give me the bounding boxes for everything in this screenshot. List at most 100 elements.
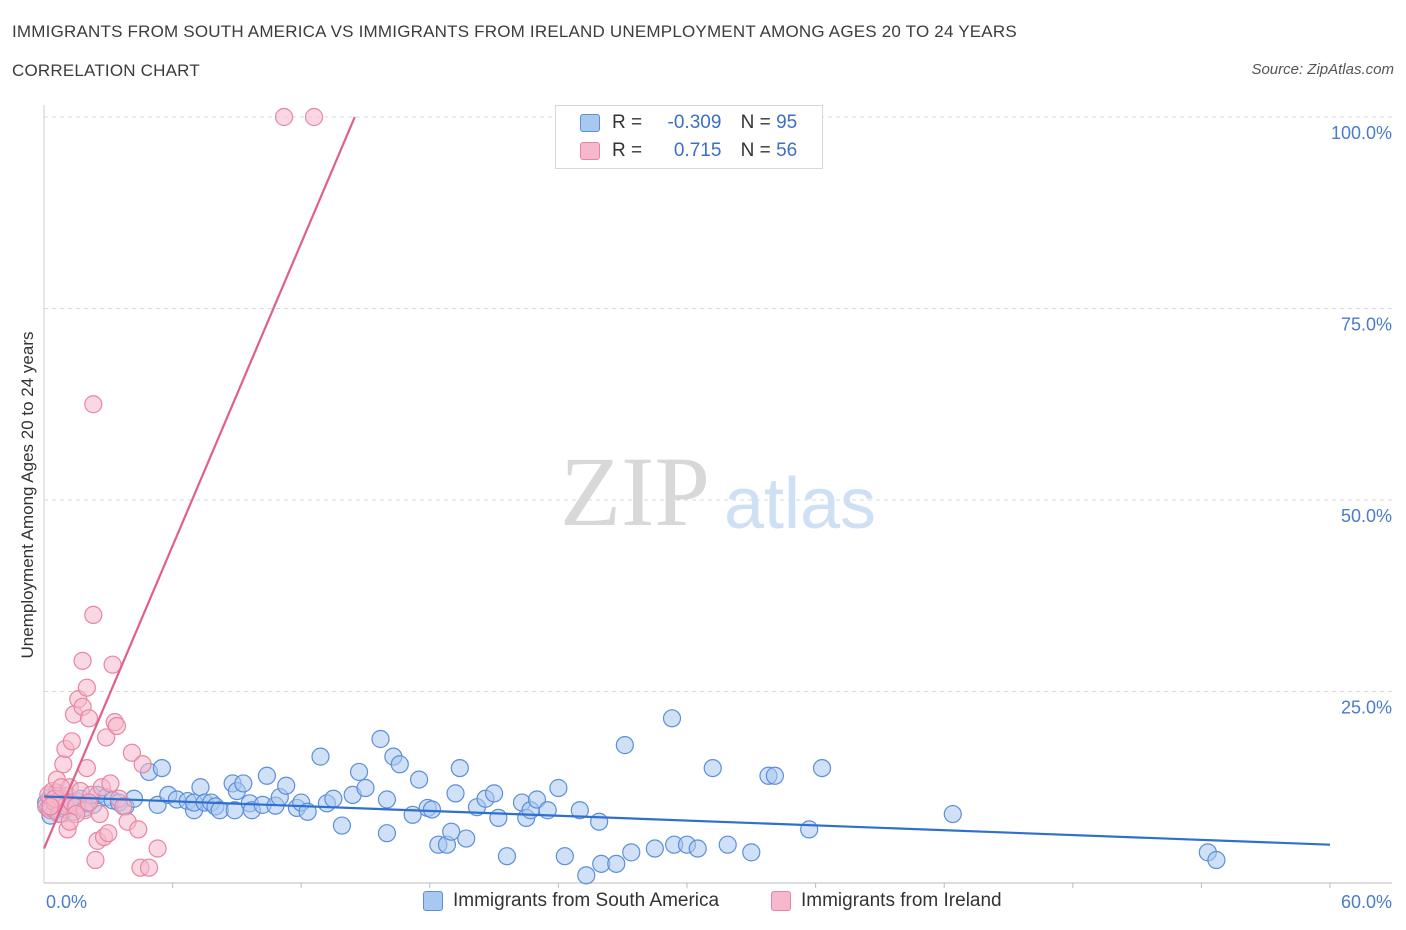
trend-lines <box>42 116 1331 849</box>
point-south-america <box>457 829 476 848</box>
point-south-america <box>152 758 171 778</box>
legend-n-label: N = <box>740 140 771 161</box>
legend-row-ireland: R = 0.715 N = 56 <box>580 140 797 166</box>
point-south-america <box>662 709 682 728</box>
point-south-america <box>800 820 819 839</box>
point-ireland <box>99 824 118 843</box>
point-south-america <box>442 822 461 841</box>
point-south-america <box>1207 850 1226 870</box>
point-south-america <box>555 847 574 866</box>
point-south-america <box>390 755 409 774</box>
x-tick-label: 60.0% <box>1341 892 1392 912</box>
point-ireland <box>73 651 92 670</box>
trendline-ireland <box>42 116 356 849</box>
point-ireland <box>62 732 81 751</box>
point-south-america <box>403 805 422 824</box>
point-south-america <box>703 758 722 778</box>
point-south-america <box>409 770 429 789</box>
gridlines <box>44 116 1392 692</box>
point-ireland <box>54 755 73 774</box>
point-south-america <box>446 784 465 803</box>
axes <box>43 105 1392 888</box>
chart-title: IMMIGRANTS FROM SOUTH AMERICA VS IMMIGRA… <box>12 22 1017 41</box>
point-south-america <box>527 790 547 809</box>
point-ireland <box>77 678 96 697</box>
chart-subtitle: CORRELATION CHART <box>12 61 200 80</box>
x-tick-label: 0.0% <box>46 892 87 912</box>
y-tick-label: 100.0% <box>1331 123 1392 143</box>
bottom-legend-label: Immigrants from South America <box>453 890 720 911</box>
point-ireland <box>90 804 109 824</box>
point-south-america <box>489 808 508 827</box>
point-south-america <box>577 866 596 885</box>
point-south-america <box>590 812 609 831</box>
point-south-america <box>422 800 442 819</box>
watermark-atlas: atlas <box>724 464 876 544</box>
point-ireland <box>101 774 120 793</box>
bottom-legend-south-america: Immigrants from South America <box>423 890 719 912</box>
point-south-america <box>943 804 962 824</box>
legend-r-label: R = <box>612 140 643 161</box>
watermark-zip: ZIP <box>560 436 710 547</box>
point-south-america <box>377 790 397 809</box>
point-ireland <box>133 755 152 774</box>
legend-row-south-america: R = -0.309 N = 95 <box>580 112 797 138</box>
legend-swatch-pink <box>580 141 600 160</box>
point-ireland <box>122 743 141 762</box>
point-south-america <box>349 762 369 782</box>
point-south-america <box>257 766 277 785</box>
point-ireland <box>97 728 116 747</box>
point-south-america <box>191 778 210 797</box>
point-south-america <box>324 789 343 808</box>
point-south-america <box>234 774 253 793</box>
legend-n-value: 95 <box>776 112 798 133</box>
point-ireland <box>129 820 148 839</box>
point-south-america <box>450 758 469 778</box>
point-south-america <box>311 747 330 766</box>
point-south-america <box>485 784 504 803</box>
legend-r-value: -0.309 <box>667 112 722 133</box>
point-south-america <box>497 847 517 866</box>
point-south-america <box>332 816 352 835</box>
legend-r-value: 0.715 <box>673 140 722 161</box>
point-south-america <box>371 729 390 749</box>
point-south-america <box>812 758 832 778</box>
point-south-america <box>615 736 634 755</box>
y-tick-label: 75.0% <box>1341 315 1392 335</box>
bottom-legend-swatch-pink <box>771 890 791 911</box>
point-ireland <box>84 605 103 625</box>
trendline-south-america <box>43 795 1331 846</box>
point-ireland <box>139 858 159 877</box>
point-south-america <box>570 801 589 820</box>
point-ireland <box>84 395 103 414</box>
point-ireland <box>107 716 126 736</box>
source-credit: Source: ZipAtlas.com <box>1251 61 1394 78</box>
point-ireland <box>60 812 79 831</box>
point-south-america <box>765 766 784 785</box>
bottom-legend-ireland: Immigrants from Ireland <box>771 890 1002 912</box>
point-south-america <box>718 835 737 854</box>
point-south-america <box>356 778 375 798</box>
point-south-america <box>742 843 761 862</box>
bottom-legend-swatch-blue <box>423 890 443 911</box>
legend-n-value: 56 <box>776 140 798 161</box>
point-ireland <box>86 850 105 870</box>
watermark: ZIP atlas <box>560 436 876 547</box>
series-south-america-points <box>37 709 1226 885</box>
point-south-america <box>277 776 296 795</box>
point-south-america <box>645 839 664 858</box>
point-south-america <box>377 824 397 843</box>
point-south-america <box>622 843 641 862</box>
point-south-america <box>688 839 707 858</box>
tick-labels: 100.0% 75.0% 50.0% 25.0% 0.0% 60.0% <box>46 123 1392 912</box>
bottom-legend-label: Immigrants from Ireland <box>801 890 1002 911</box>
stats-legend: R = -0.309 N = 95 R = 0.715 N = 56 <box>555 105 823 169</box>
point-south-america <box>549 778 568 798</box>
point-ireland <box>41 797 60 816</box>
legend-r-label: R = <box>612 112 643 133</box>
point-ireland <box>79 793 99 812</box>
legend-n-label: N = <box>740 112 771 133</box>
point-ireland <box>148 839 167 858</box>
point-south-america <box>607 854 626 873</box>
